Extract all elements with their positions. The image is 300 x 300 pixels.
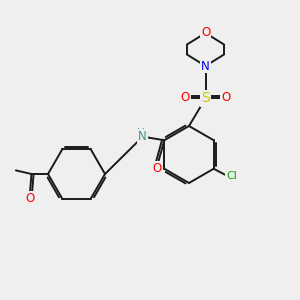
Text: O: O bbox=[152, 162, 161, 175]
Text: N: N bbox=[138, 130, 147, 143]
Text: O: O bbox=[201, 26, 210, 40]
Text: O: O bbox=[221, 91, 230, 103]
Text: O: O bbox=[26, 192, 34, 205]
Text: H: H bbox=[137, 128, 145, 138]
Text: S: S bbox=[201, 92, 210, 105]
Text: N: N bbox=[201, 59, 210, 73]
Text: Cl: Cl bbox=[226, 171, 237, 181]
Text: O: O bbox=[181, 91, 190, 103]
